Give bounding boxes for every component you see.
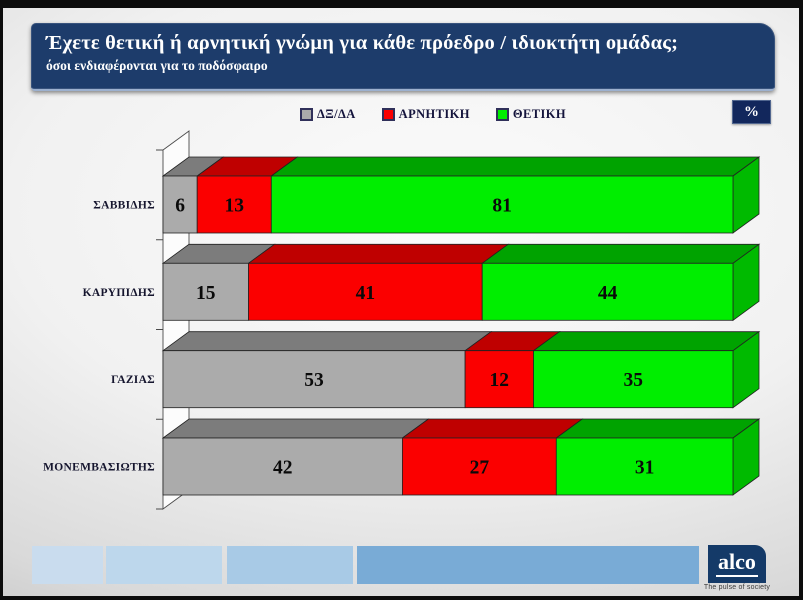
value-label: 13 <box>225 196 245 217</box>
footer-accent-bar-4 <box>357 546 699 584</box>
bar-segment <box>162 262 249 321</box>
percent-badge: % <box>732 100 771 124</box>
bar-segment <box>162 175 198 234</box>
legend-swatch-grey <box>300 108 313 121</box>
value-label: 81 <box>492 196 512 217</box>
frame-edge-top <box>0 0 803 8</box>
value-label: 44 <box>598 283 618 304</box>
bar-segment <box>270 175 734 234</box>
frame-edge-bottom <box>0 596 803 600</box>
legend-item-positive: ΘΕΤΙΚΗ <box>495 107 567 122</box>
footer-accent-bar-3 <box>227 546 353 584</box>
alco-logo-text: alco <box>716 551 758 577</box>
bar-segment <box>196 175 272 234</box>
footer-accent-bar-2 <box>106 546 222 584</box>
category-label: ΚΑΡΥΠΙΔΗΣ <box>83 287 155 299</box>
legend-swatch-green <box>495 108 509 121</box>
category-label: ΓΑΖΙΑΣ <box>111 374 155 386</box>
legend-swatch-red <box>381 108 395 121</box>
frame-edge-right <box>799 0 803 600</box>
legend-label: ΘΕΤΙΚΗ <box>512 107 567 121</box>
alco-logo-tagline: The pulse of society <box>703 584 771 591</box>
value-label: 6 <box>175 196 185 217</box>
category-label: ΣΑΒΒΙΔΗΣ <box>93 200 155 212</box>
bar-segment <box>401 437 557 496</box>
bar-top-face <box>247 243 510 264</box>
bar-segment <box>162 350 466 409</box>
legend-label: ΑΡΝΗΤΙΚΗ <box>398 107 470 121</box>
category-label: ΜΟΝΕΜΒΑΣΙΩΤΗΣ <box>43 462 155 474</box>
value-label: 27 <box>470 458 490 479</box>
value-label: 12 <box>490 370 510 391</box>
value-label: 35 <box>624 370 644 391</box>
value-label: 15 <box>196 283 216 304</box>
frame-edge-left <box>0 0 3 600</box>
legend-item-dxda: ΔΞ/ΔΑ <box>300 107 356 122</box>
value-label: 42 <box>273 458 293 479</box>
value-label: 53 <box>304 370 324 391</box>
bar-top-face <box>270 156 761 177</box>
bar-top-face <box>555 418 761 439</box>
question-title: Έχετε θετική ή αρνητική γνώμη για κάθε π… <box>46 32 679 54</box>
value-label: 31 <box>635 458 655 479</box>
bar-segment <box>464 350 534 409</box>
bar-segment <box>533 350 734 409</box>
bar-top-face <box>401 418 584 439</box>
bar-top-face <box>161 418 430 439</box>
bar-top-face <box>532 331 761 352</box>
bar-top-face <box>480 243 761 264</box>
bar-segment <box>481 262 734 321</box>
question-subtitle: όσοι ενδιαφέρονται για το ποδόσφαιρο <box>46 57 268 73</box>
chart-legend: ΔΞ/ΔΑ ΑΡΝΗΤΙΚΗ ΘΕΤΙΚΗ <box>300 107 610 122</box>
alco-logo: alco <box>708 545 766 583</box>
legend-label: ΔΞ/ΔΑ <box>317 107 356 121</box>
bar-segment <box>555 437 734 496</box>
bar-top-face <box>161 331 493 352</box>
value-label: 41 <box>356 283 376 304</box>
bar-segment <box>162 437 403 496</box>
question-header: Έχετε θετική ή αρνητική γνώμη για κάθε π… <box>31 23 775 91</box>
legend-item-negative: ΑΡΝΗΤΙΚΗ <box>381 107 470 122</box>
footer-accent-bar-1 <box>32 546 103 584</box>
